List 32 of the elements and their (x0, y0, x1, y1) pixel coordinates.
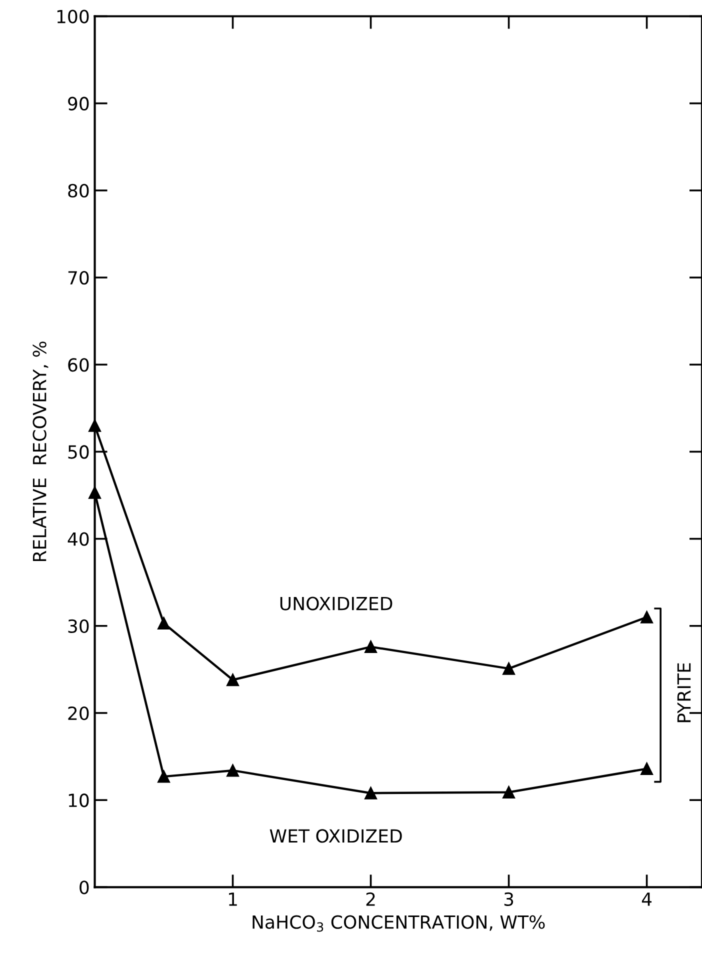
point (502, 786, 516, 798)
y-tick-label: 20 (68, 706, 89, 720)
y-tick-label: 90 (68, 96, 89, 110)
point (226, 764, 240, 777)
point (88, 486, 102, 499)
point (364, 640, 378, 654)
x-tick-label: 3 (504, 892, 514, 906)
x-axis-title: NaHCO$_{3}$ CONCENTRATION, WT% (252, 915, 545, 932)
y-tick-label: 30 (68, 619, 89, 634)
point (158, 770, 170, 783)
y-tick-label: 70 (68, 270, 89, 285)
y-tick-label: 60 (68, 358, 89, 372)
text: WET OXIDIZED (270, 829, 402, 843)
y-tick-label: 100 (57, 10, 89, 24)
y-axis-title: RELATIVE RECOVERY, % (32, 342, 48, 562)
x-tick-label: 2 (366, 892, 375, 906)
point (88, 419, 102, 432)
y-tick-label: 80 (68, 184, 89, 198)
y-tick-label: 10 (68, 794, 89, 808)
point (158, 617, 170, 630)
point (640, 762, 654, 775)
point (640, 610, 654, 624)
x-tick-label: 4 (642, 892, 652, 906)
point (364, 786, 378, 800)
y-tick-label: 50 (68, 445, 89, 459)
y-tick-label: 40 (68, 532, 89, 546)
point (226, 674, 240, 686)
x-tick-label: 1 (229, 892, 237, 906)
y-tick-label: 0 (80, 880, 89, 894)
text: UNOXIDIZED (280, 596, 392, 610)
point (502, 662, 516, 675)
annotation: PYRITE (677, 663, 691, 722)
